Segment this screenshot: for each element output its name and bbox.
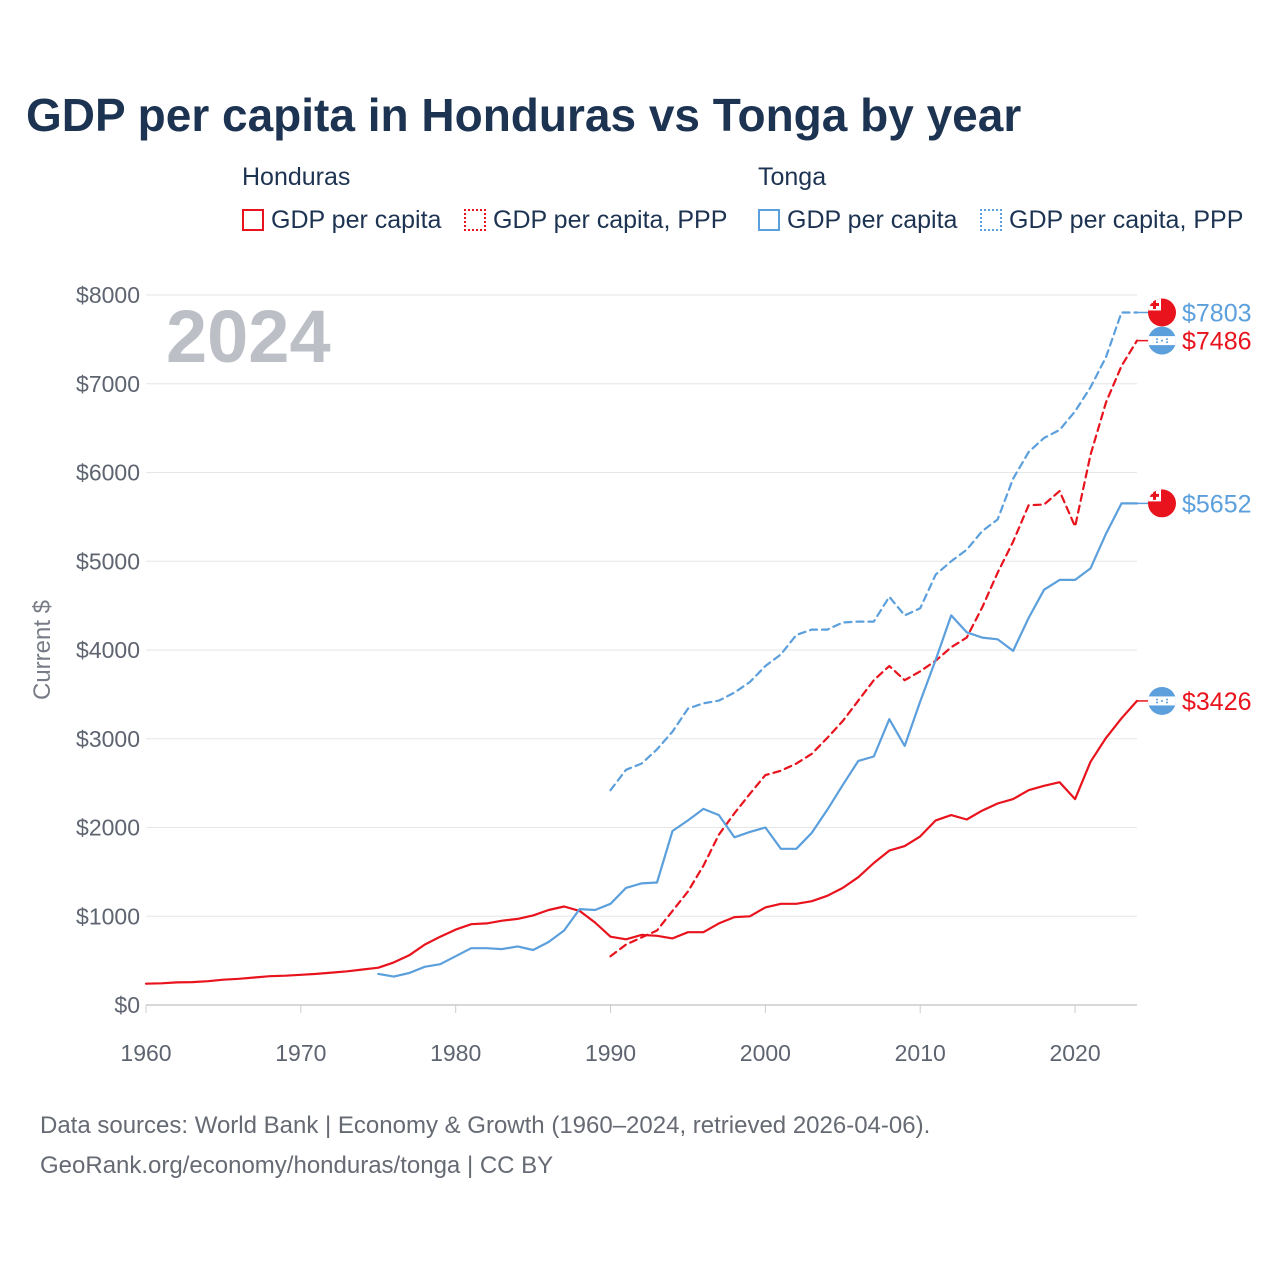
honduras-flag-icon	[1148, 326, 1176, 355]
legend-swatch-honduras-dotted	[464, 209, 486, 231]
end-value-label: $7803	[1182, 299, 1252, 327]
legend-swatch-honduras-solid	[242, 209, 264, 231]
series-line-honduras-dashed	[609, 339, 1139, 958]
legend-swatch-tonga-dotted	[980, 209, 1002, 231]
x-tick-label: 1960	[120, 1040, 171, 1066]
y-tick-label: $2000	[76, 815, 140, 841]
y-tick-label: $1000	[76, 903, 140, 929]
end-value-label: $3426	[1182, 688, 1252, 716]
chart-title: GDP per capita in Honduras vs Tonga by y…	[26, 89, 1022, 141]
x-tick-label: 1970	[275, 1040, 326, 1066]
series-line-tonga-solid	[377, 502, 1139, 978]
end-value-label: $7486	[1182, 328, 1252, 356]
y-tick-label: $7000	[76, 371, 140, 397]
y-tick-label: $8000	[76, 282, 140, 308]
x-tick-label: 2000	[740, 1040, 791, 1066]
y-tick-label: $0	[114, 992, 140, 1018]
legend-item-tonga-ppp[interactable]: GDP per capita, PPP	[980, 204, 1243, 236]
honduras-flag-icon	[1148, 686, 1176, 715]
legend-item-tonga-gdp[interactable]: GDP per capita	[758, 204, 957, 236]
legend-item-honduras-ppp[interactable]: GDP per capita, PPP	[464, 204, 727, 236]
year-label: 2024	[166, 295, 331, 378]
series	[144, 311, 1139, 985]
grid	[146, 294, 1137, 1006]
y-tick-label: $6000	[76, 460, 140, 486]
legend-label: GDP per capita, PPP	[1009, 205, 1244, 234]
x-tick-label: 1990	[585, 1040, 636, 1066]
source-note: Data sources: World Bank | Economy & Gro…	[40, 1106, 930, 1186]
legend-label: GDP per capita, PPP	[493, 205, 728, 234]
tonga-flag-icon	[1148, 489, 1176, 518]
legend-group-tonga: Tonga	[758, 163, 827, 191]
legend-item-honduras-gdp[interactable]: GDP per capita	[242, 204, 441, 236]
source-line-1: Data sources: World Bank | Economy & Gro…	[40, 1112, 931, 1139]
tonga-flag-icon	[1148, 298, 1176, 327]
legend-group-honduras: Honduras	[242, 163, 351, 191]
y-tick-label: $4000	[76, 637, 140, 663]
series-line-honduras-solid	[144, 699, 1139, 985]
end-markers: $3426 $7486 $5652 $7803	[1137, 298, 1252, 716]
end-value-label: $5652	[1182, 490, 1252, 518]
axes: $0 $1000 $2000 $3000 $4000 $5000 $6000 $7000 $80…	[29, 282, 1101, 1066]
source-line-2[interactable]: GeoRank.org/economy/honduras/tonga | CC …	[40, 1152, 554, 1179]
x-tick-label: 1980	[430, 1040, 481, 1066]
series-line-tonga-dashed	[609, 311, 1139, 792]
x-tick-label: 2010	[895, 1040, 946, 1066]
y-tick-label: $5000	[76, 548, 140, 574]
x-tick-label: 2020	[1049, 1040, 1100, 1066]
legend-label: GDP per capita	[787, 205, 958, 234]
legend-swatch-tonga-solid	[758, 209, 780, 231]
legend-label: GDP per capita	[271, 205, 442, 234]
y-tick-label: $3000	[76, 726, 140, 752]
y-axis-label: Current $	[29, 600, 56, 700]
